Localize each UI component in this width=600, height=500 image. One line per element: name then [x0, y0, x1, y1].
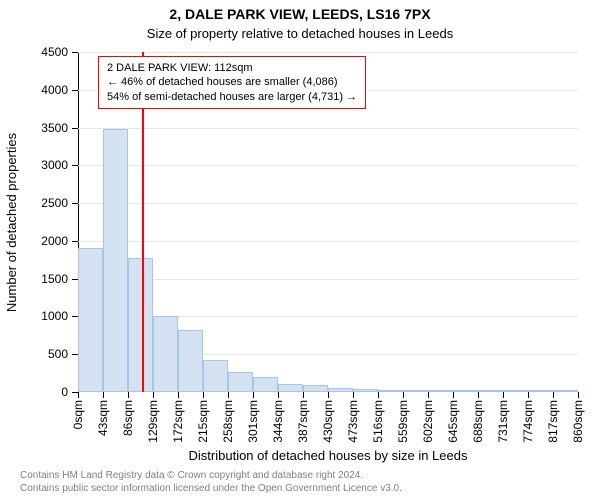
- x-tick-label: 817sqm: [546, 400, 560, 443]
- x-tick-label: 301sqm: [246, 400, 260, 443]
- x-tick-label: 387sqm: [296, 400, 310, 443]
- y-tick-label: 0: [61, 385, 68, 399]
- x-tick-mark: [203, 392, 204, 398]
- x-tick-label: 43sqm: [96, 400, 110, 436]
- x-tick-label: 774sqm: [521, 400, 535, 443]
- y-tick-label: 2000: [41, 234, 68, 248]
- grid-line: [78, 203, 578, 204]
- x-tick-label: 645sqm: [446, 400, 460, 443]
- x-tick-label: 215sqm: [196, 400, 210, 443]
- y-tick-label: 2500: [41, 196, 68, 210]
- x-tick-label: 172sqm: [171, 400, 185, 443]
- footer: Contains HM Land Registry data © Crown c…: [20, 469, 402, 495]
- x-tick-mark: [553, 392, 554, 398]
- x-tick-label: 516sqm: [371, 400, 385, 443]
- grid-line: [78, 165, 578, 166]
- histogram-bar: [303, 385, 328, 392]
- x-tick-mark: [278, 392, 279, 398]
- y-tick-label: 1500: [41, 272, 68, 286]
- x-tick-label: 430sqm: [321, 400, 335, 443]
- chart-root: 2, DALE PARK VIEW, LEEDS, LS16 7PX Size …: [0, 0, 600, 500]
- x-axis-label: Distribution of detached houses by size …: [78, 448, 578, 463]
- x-tick-mark: [103, 392, 104, 398]
- y-tick-label: 3500: [41, 121, 68, 135]
- histogram-bar: [178, 330, 203, 392]
- x-tick-label: 559sqm: [396, 400, 410, 443]
- chart-subtitle: Size of property relative to detached ho…: [0, 26, 600, 41]
- x-tick-mark: [328, 392, 329, 398]
- histogram-bar: [78, 248, 103, 392]
- x-tick-mark: [303, 392, 304, 398]
- y-tick-label: 1000: [41, 309, 68, 323]
- annotation-box: 2 DALE PARK VIEW: 112sqm← 46% of detache…: [98, 56, 366, 109]
- x-tick-mark: [228, 392, 229, 398]
- histogram-bar: [203, 360, 228, 392]
- histogram-bar: [378, 390, 403, 392]
- x-tick-mark: [453, 392, 454, 398]
- x-tick-label: 86sqm: [121, 400, 135, 436]
- y-tick-mark: [72, 203, 78, 204]
- x-tick-mark: [353, 392, 354, 398]
- x-tick-label: 860sqm: [571, 400, 585, 443]
- histogram-bar: [453, 390, 478, 392]
- plot-area: 0500100015002000250030003500400045000sqm…: [78, 52, 578, 392]
- histogram-bar: [328, 388, 353, 392]
- y-tick-mark: [72, 90, 78, 91]
- x-tick-label: 688sqm: [471, 400, 485, 443]
- x-tick-mark: [428, 392, 429, 398]
- x-tick-mark: [528, 392, 529, 398]
- chart-title: 2, DALE PARK VIEW, LEEDS, LS16 7PX: [0, 6, 600, 22]
- x-tick-mark: [178, 392, 179, 398]
- y-tick-mark: [72, 165, 78, 166]
- x-tick-mark: [253, 392, 254, 398]
- x-tick-mark: [503, 392, 504, 398]
- grid-line: [78, 241, 578, 242]
- histogram-bar: [353, 389, 378, 392]
- y-tick-label: 500: [48, 347, 68, 361]
- annotation-line: 2 DALE PARK VIEW: 112sqm: [107, 61, 357, 75]
- annotation-line: ← 46% of detached houses are smaller (4,…: [107, 75, 357, 89]
- histogram-bar: [253, 377, 278, 392]
- x-tick-mark: [128, 392, 129, 398]
- histogram-bar: [153, 316, 178, 392]
- histogram-bar: [128, 258, 153, 392]
- y-tick-mark: [72, 52, 78, 53]
- histogram-bar: [103, 129, 128, 392]
- y-tick-label: 3000: [41, 158, 68, 172]
- grid-line: [78, 52, 578, 53]
- x-tick-mark: [153, 392, 154, 398]
- histogram-bar: [278, 384, 303, 392]
- histogram-bar: [228, 372, 253, 392]
- histogram-bar: [428, 390, 453, 392]
- x-tick-label: 473sqm: [346, 400, 360, 443]
- y-tick-label: 4500: [41, 45, 68, 59]
- y-tick-label: 4000: [41, 83, 68, 97]
- x-tick-mark: [403, 392, 404, 398]
- x-tick-label: 0sqm: [71, 400, 85, 429]
- x-tick-label: 344sqm: [271, 400, 285, 443]
- annotation-line: 54% of semi-detached houses are larger (…: [107, 90, 357, 104]
- x-tick-label: 258sqm: [221, 400, 235, 443]
- x-tick-mark: [378, 392, 379, 398]
- x-tick-label: 731sqm: [496, 400, 510, 443]
- y-axis-label: Number of detached properties: [5, 132, 20, 311]
- histogram-bar: [503, 390, 528, 392]
- footer-line-1: Contains HM Land Registry data © Crown c…: [20, 469, 402, 482]
- y-tick-mark: [72, 128, 78, 129]
- x-tick-mark: [478, 392, 479, 398]
- grid-line: [78, 128, 578, 129]
- grid-line: [78, 279, 578, 280]
- histogram-bar: [553, 390, 578, 392]
- x-tick-label: 602sqm: [421, 400, 435, 443]
- histogram-bar: [528, 390, 553, 392]
- x-tick-label: 129sqm: [146, 400, 160, 443]
- y-tick-mark: [72, 241, 78, 242]
- histogram-bar: [478, 390, 503, 392]
- histogram-bar: [403, 390, 428, 392]
- x-tick-mark: [78, 392, 79, 398]
- y-axis-label-wrap: Number of detached properties: [2, 52, 22, 392]
- x-tick-mark: [578, 392, 579, 398]
- footer-line-2: Contains public sector information licen…: [20, 482, 402, 495]
